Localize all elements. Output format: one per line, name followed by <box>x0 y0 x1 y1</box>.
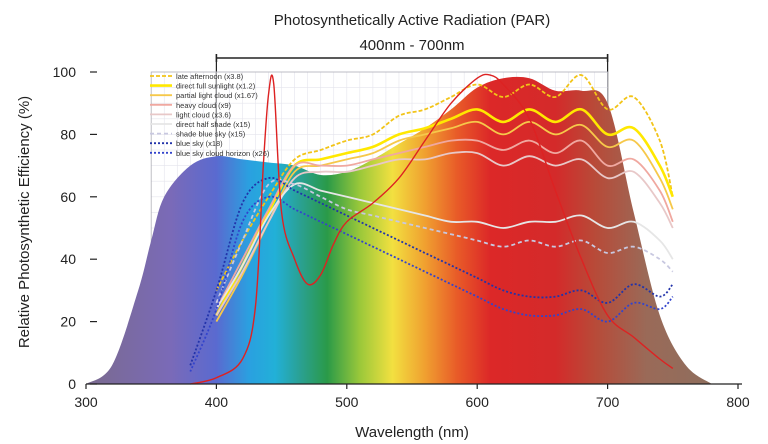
x-axis-label: Wavelength (nm) <box>355 424 469 441</box>
y-tick-label: 60 <box>60 189 76 205</box>
series-lines <box>189 74 675 372</box>
chart-title: Photosynthetically Active Radiation (PAR… <box>274 12 551 29</box>
legend-label: light cloud (x3.6) <box>176 110 232 119</box>
series-line-1 <box>215 74 674 291</box>
series-line-8 <box>189 176 674 366</box>
legend-label: partial light cloud (x1.67) <box>176 91 258 100</box>
chlorophyll-line <box>190 73 674 385</box>
series-line-3 <box>215 120 674 323</box>
legend-label: blue sky cloud horizon (x26) <box>176 149 270 158</box>
x-tick-label: 300 <box>74 394 98 410</box>
legend: late afternoon (x3.8)direct full sunligh… <box>150 72 270 158</box>
series-line-4 <box>215 138 674 310</box>
chlorophyll-absorption-line <box>190 73 674 385</box>
legend-label: direct full sunlight (x1.2) <box>176 82 256 91</box>
y-tick-label: 0 <box>68 376 76 392</box>
series-line-5 <box>215 151 674 316</box>
legend-label: late afternoon (x3.8) <box>176 72 244 81</box>
y-axis-label: Relative Photosynthetic Efficiency (%) <box>16 96 33 348</box>
y-tick-label: 40 <box>60 251 76 267</box>
legend-label: heavy cloud (x9) <box>176 101 232 110</box>
axes <box>86 383 742 385</box>
chart-subtitle: 400nm - 700nm <box>359 37 464 54</box>
legend-label: shade blue sky (x15) <box>176 130 246 139</box>
y-ticks: 0 20 40 60 80 100 <box>53 64 97 392</box>
y-tick-label: 80 <box>60 126 76 142</box>
x-tick-label: 700 <box>596 394 620 410</box>
x-tick-label: 500 <box>335 394 359 410</box>
y-tick-label: 20 <box>60 314 76 330</box>
y-tick-label: 100 <box>53 64 77 80</box>
legend-label: direct half shade (x15) <box>176 120 251 129</box>
x-ticks: 300 400 500 600 700 800 <box>74 384 750 410</box>
x-tick-label: 400 <box>205 394 229 410</box>
x-tick-label: 800 <box>726 394 750 410</box>
series-line-7 <box>215 178 674 304</box>
x-tick-label: 600 <box>466 394 490 410</box>
series-line-9 <box>189 195 674 372</box>
legend-label: blue sky (x18) <box>176 139 223 148</box>
